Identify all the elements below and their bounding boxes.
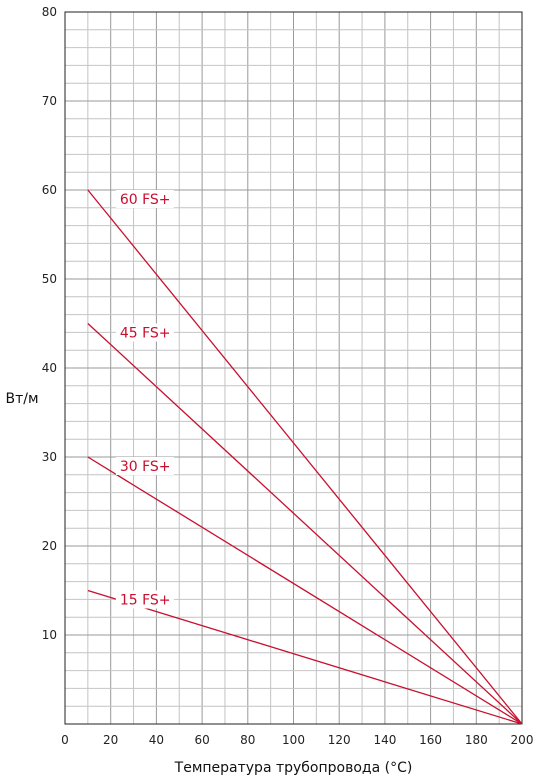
x-tick-label: 40 [149, 733, 164, 747]
y-tick-label: 10 [42, 628, 57, 642]
series-label: 45 FS+ [120, 326, 171, 342]
x-tick-label: 200 [511, 733, 534, 747]
y-tick-label: 70 [42, 94, 57, 108]
series-line [87, 456, 523, 725]
series-label-bg [115, 323, 174, 342]
series-label-bg [115, 590, 174, 609]
series-line [87, 323, 523, 725]
series-label-bg [115, 190, 174, 208]
chart-grid [64, 11, 523, 725]
y-tick-label: 50 [42, 272, 57, 286]
series-label: 15 FS+ [120, 593, 171, 609]
x-tick-label: 0 [61, 733, 69, 747]
plot-frame [64, 11, 523, 725]
y-tick-label: 80 [42, 5, 57, 19]
y-axis-label: Вт/м [5, 391, 38, 407]
x-axis-label: Температура трубопровода (°C) [174, 760, 413, 776]
x-tick-label: 140 [373, 733, 396, 747]
y-tick-label: 20 [42, 539, 57, 553]
series-line [87, 589, 523, 725]
series-label: 60 FS+ [120, 192, 171, 208]
series-label-bg [115, 457, 174, 475]
x-tick-label: 20 [103, 733, 118, 747]
x-tick-label: 60 [194, 733, 209, 747]
y-tick-label: 60 [42, 183, 57, 197]
x-tick-label: 160 [419, 733, 442, 747]
x-tick-labels: 0 20 40 60 80 100 120 140 160 180 200 [61, 733, 533, 747]
x-tick-label: 180 [465, 733, 488, 747]
y-tick-labels: 10 20 30 40 50 60 70 80 [42, 5, 57, 642]
y-tick-label: 40 [42, 361, 57, 375]
series-label: 30 FS+ [120, 459, 171, 475]
series-lines [87, 189, 523, 725]
series-labels: 60 FS+ 45 FS+ 30 FS+ 15 FS+ [115, 190, 174, 609]
series-line [87, 189, 523, 725]
x-tick-label: 120 [328, 733, 351, 747]
y-tick-label: 30 [42, 450, 57, 464]
x-tick-label: 80 [240, 733, 255, 747]
x-tick-label: 100 [282, 733, 305, 747]
